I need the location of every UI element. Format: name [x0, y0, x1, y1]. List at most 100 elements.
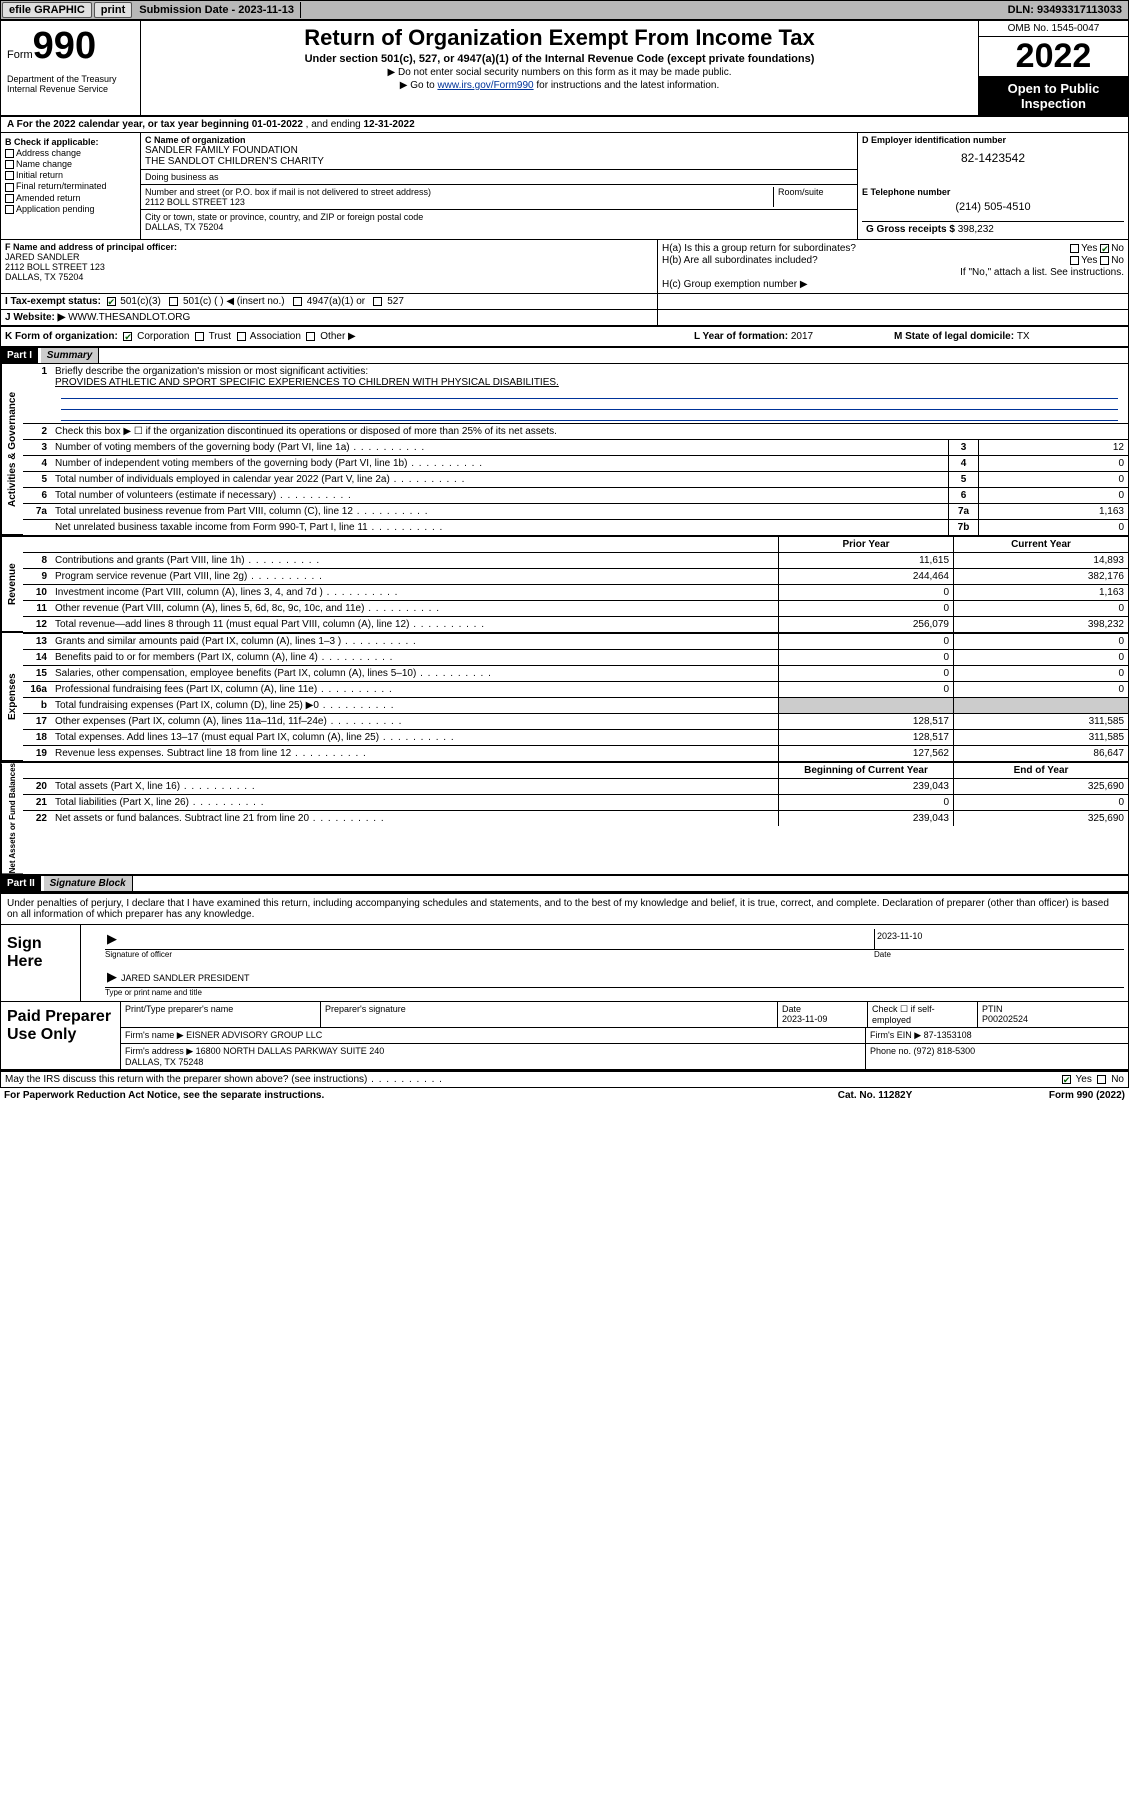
dln: DLN: 93493317113033	[1002, 2, 1128, 18]
section-l-year: L Year of formation: 2017	[694, 331, 894, 342]
col-current-year: Current Year	[953, 537, 1128, 552]
form-ref: Form 990 (2022)	[975, 1090, 1125, 1101]
line-10-prior: 0	[778, 585, 953, 600]
chk-amended-return[interactable]: Amended return	[5, 193, 136, 203]
line-11-current: 0	[953, 601, 1128, 616]
line-b-current	[953, 698, 1128, 713]
line-17-text: Other expenses (Part IX, column (A), lin…	[51, 714, 778, 729]
efile-button[interactable]: efile GRAPHIC	[2, 2, 92, 18]
org-name-2: THE SANDLOT CHILDREN'S CHARITY	[145, 156, 324, 167]
chk-assoc[interactable]	[237, 332, 246, 341]
side-revenue: Revenue	[1, 537, 23, 632]
phone-value: (214) 505-4510	[862, 201, 1124, 213]
line-16a-prior: 0	[778, 682, 953, 697]
sign-here-label: Sign Here	[1, 925, 81, 1001]
section-f-officer: F Name and address of principal officer:…	[1, 240, 658, 293]
line-20-text: Total assets (Part X, line 16)	[51, 779, 778, 794]
chk-501c[interactable]	[169, 297, 178, 306]
chk-hb-no[interactable]	[1100, 256, 1109, 265]
line-7a-value: 1,163	[978, 504, 1128, 519]
section-k-form-org: K Form of organization: Corporation Trus…	[5, 331, 694, 342]
chk-address-change[interactable]: Address change	[5, 148, 136, 158]
chk-other[interactable]	[306, 332, 315, 341]
preparer-ptin: PTINP00202524	[978, 1002, 1128, 1027]
part-ii-header: Part II	[1, 876, 41, 891]
irs-link[interactable]: www.irs.gov/Form990	[437, 80, 533, 91]
form-note-2: ▶ Go to www.irs.gov/Form990 for instruct…	[149, 80, 970, 91]
line-13-current: 0	[953, 634, 1128, 649]
chk-application-pending[interactable]: Application pending	[5, 204, 136, 214]
sig-name-label: Type or print name and title	[105, 988, 1124, 997]
line-19-current: 86,647	[953, 746, 1128, 761]
cat-no: Cat. No. 11282Y	[775, 1090, 975, 1101]
line-16a-current: 0	[953, 682, 1128, 697]
line-15-text: Salaries, other compensation, employee b…	[51, 666, 778, 681]
form-title: Return of Organization Exempt From Incom…	[149, 25, 970, 51]
line-12-current: 398,232	[953, 617, 1128, 632]
section-e-phone: E Telephone number	[862, 187, 1124, 197]
line-21-current: 0	[953, 795, 1128, 810]
line-4-value: 0	[978, 456, 1128, 471]
line-19-text: Revenue less expenses. Subtract line 18 …	[51, 746, 778, 761]
officer-name: JARED SANDLER	[5, 252, 80, 262]
section-i-tax-status: I Tax-exempt status: 501(c)(3) 501(c) ( …	[1, 294, 658, 309]
chk-ha-no[interactable]	[1100, 244, 1109, 253]
line-b-prior	[778, 698, 953, 713]
line-b-text: Total fundraising expenses (Part IX, col…	[51, 698, 778, 713]
line-6-value: 0	[978, 488, 1128, 503]
org-name-cell: C Name of organization SANDLER FAMILY FO…	[141, 133, 858, 170]
line-17-current: 311,585	[953, 714, 1128, 729]
chk-final-return[interactable]: Final return/terminated	[5, 181, 136, 191]
street-cell: Number and street (or P.O. box if mail i…	[145, 187, 773, 207]
line-18-current: 311,585	[953, 730, 1128, 745]
signature-intro: Under penalties of perjury, I declare th…	[1, 892, 1128, 924]
line-20-current: 325,690	[953, 779, 1128, 794]
chk-trust[interactable]	[195, 332, 204, 341]
room-suite-cell: Room/suite	[773, 187, 853, 207]
firm-phone: Phone no. (972) 818-5300	[866, 1044, 1128, 1069]
chk-501c3[interactable]	[107, 297, 116, 306]
line-1-mission: Briefly describe the organization's miss…	[51, 364, 1128, 423]
discuss-question: May the IRS discuss this return with the…	[5, 1074, 1062, 1085]
col-end-year: End of Year	[953, 763, 1128, 778]
preparer-self-employed: Check ☐ if self-employed	[868, 1002, 978, 1027]
street-value: 2112 BOLL STREET 123	[145, 197, 245, 207]
org-name-1: SANDLER FAMILY FOUNDATION	[145, 145, 298, 156]
discuss-yes[interactable]: Yes No	[1062, 1074, 1124, 1085]
line-6-text: Total number of volunteers (estimate if …	[51, 488, 948, 503]
signer-name: JARED SANDLER PRESIDENT	[121, 973, 250, 983]
preparer-name-hdr: Print/Type preparer's name	[121, 1002, 321, 1027]
line-22-text: Net assets or fund balances. Subtract li…	[51, 811, 778, 826]
line-9-text: Program service revenue (Part VIII, line…	[51, 569, 778, 584]
chk-initial-return[interactable]: Initial return	[5, 170, 136, 180]
line-3-text: Number of voting members of the governin…	[51, 440, 948, 455]
line-17-prior: 128,517	[778, 714, 953, 729]
line-22-current: 325,690	[953, 811, 1128, 826]
chk-name-change[interactable]: Name change	[5, 159, 136, 169]
chk-hb-yes[interactable]	[1070, 256, 1079, 265]
line-21-text: Total liabilities (Part X, line 26)	[51, 795, 778, 810]
line-12-prior: 256,079	[778, 617, 953, 632]
line-9-prior: 244,464	[778, 569, 953, 584]
part-i-header: Part I	[1, 348, 38, 363]
dba-cell: Doing business as	[141, 170, 858, 185]
part-ii-subtitle: Signature Block	[44, 876, 133, 891]
section-j-website: J Website: ▶ WWW.THESANDLOT.ORG	[1, 310, 658, 325]
chk-4947[interactable]	[293, 297, 302, 306]
form-id: Form990 Department of the Treasury Inter…	[1, 21, 141, 115]
chk-corp[interactable]	[123, 332, 132, 341]
pra-notice: For Paperwork Reduction Act Notice, see …	[4, 1090, 775, 1101]
sig-officer-label: Signature of officer	[105, 950, 874, 959]
line-21-prior: 0	[778, 795, 953, 810]
line-8-text: Contributions and grants (Part VIII, lin…	[51, 553, 778, 568]
line-4-text: Number of independent voting members of …	[51, 456, 948, 471]
print-button[interactable]: print	[94, 2, 132, 18]
chk-ha-yes[interactable]	[1070, 244, 1079, 253]
line-19-prior: 127,562	[778, 746, 953, 761]
line-15-prior: 0	[778, 666, 953, 681]
top-bar: efile GRAPHIC print Submission Date - 20…	[0, 0, 1129, 20]
chk-527[interactable]	[373, 297, 382, 306]
line-12-text: Total revenue—add lines 8 through 11 (mu…	[51, 617, 778, 632]
line-8-prior: 11,615	[778, 553, 953, 568]
part-i-subtitle: Summary	[41, 348, 100, 363]
